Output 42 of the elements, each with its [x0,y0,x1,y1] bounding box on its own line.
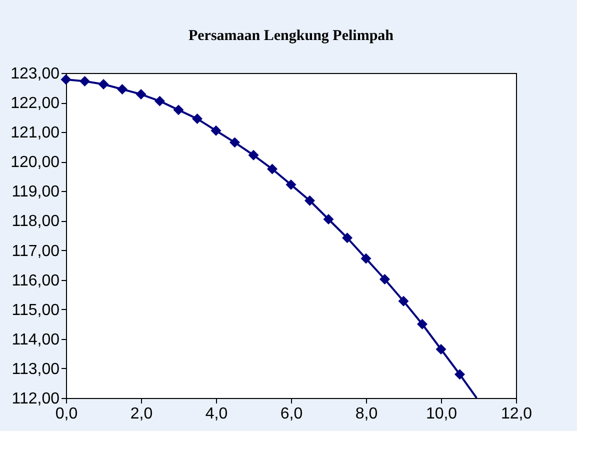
point [360,253,372,264]
x-tick-label: 0,0 [55,406,78,422]
x-tick-label: 10,0 [426,406,458,422]
point [398,296,409,306]
point [98,78,109,90]
y-tick-label: 119,00 [12,184,60,201]
point [154,96,165,106]
point [117,84,128,94]
y-tick-label: 117,00 [12,242,60,260]
point [454,369,465,380]
point [304,195,315,206]
point [173,104,184,116]
y-tick-label: 121,00 [10,124,60,142]
x-tick-label: 6,0 [280,406,303,422]
point [60,74,72,85]
y-tick-label: 123,00 [10,66,60,82]
point [267,164,278,174]
x-tick-label: 4,0 [205,406,228,422]
point [286,179,296,190]
y-tick-label: 113,00 [12,360,60,378]
point [248,150,259,160]
point [342,232,352,244]
point [80,76,90,87]
point [380,274,390,284]
y-tick-label: 116,00 [12,272,60,290]
point [136,89,146,100]
point [210,125,222,136]
y-tick-label: 112,00 [12,390,60,408]
y-tick-label: 120,00 [10,154,60,172]
x-tick-label: 12,0 [500,406,532,422]
chart-title: Persamaan Lengkung Pelimpah [188,28,394,44]
point [230,137,240,148]
y-tick-label: 115,00 [12,302,60,319]
y-tick-label: 122,00 [10,95,60,112]
point [323,214,334,224]
point [417,318,428,330]
point [436,344,446,354]
y-tick-label: 118,00 [12,213,60,230]
y-tick-label: 114,00 [12,331,60,348]
x-tick-label: 8,0 [355,406,378,422]
point [192,114,202,124]
x-tick-label: 2,0 [130,406,153,422]
